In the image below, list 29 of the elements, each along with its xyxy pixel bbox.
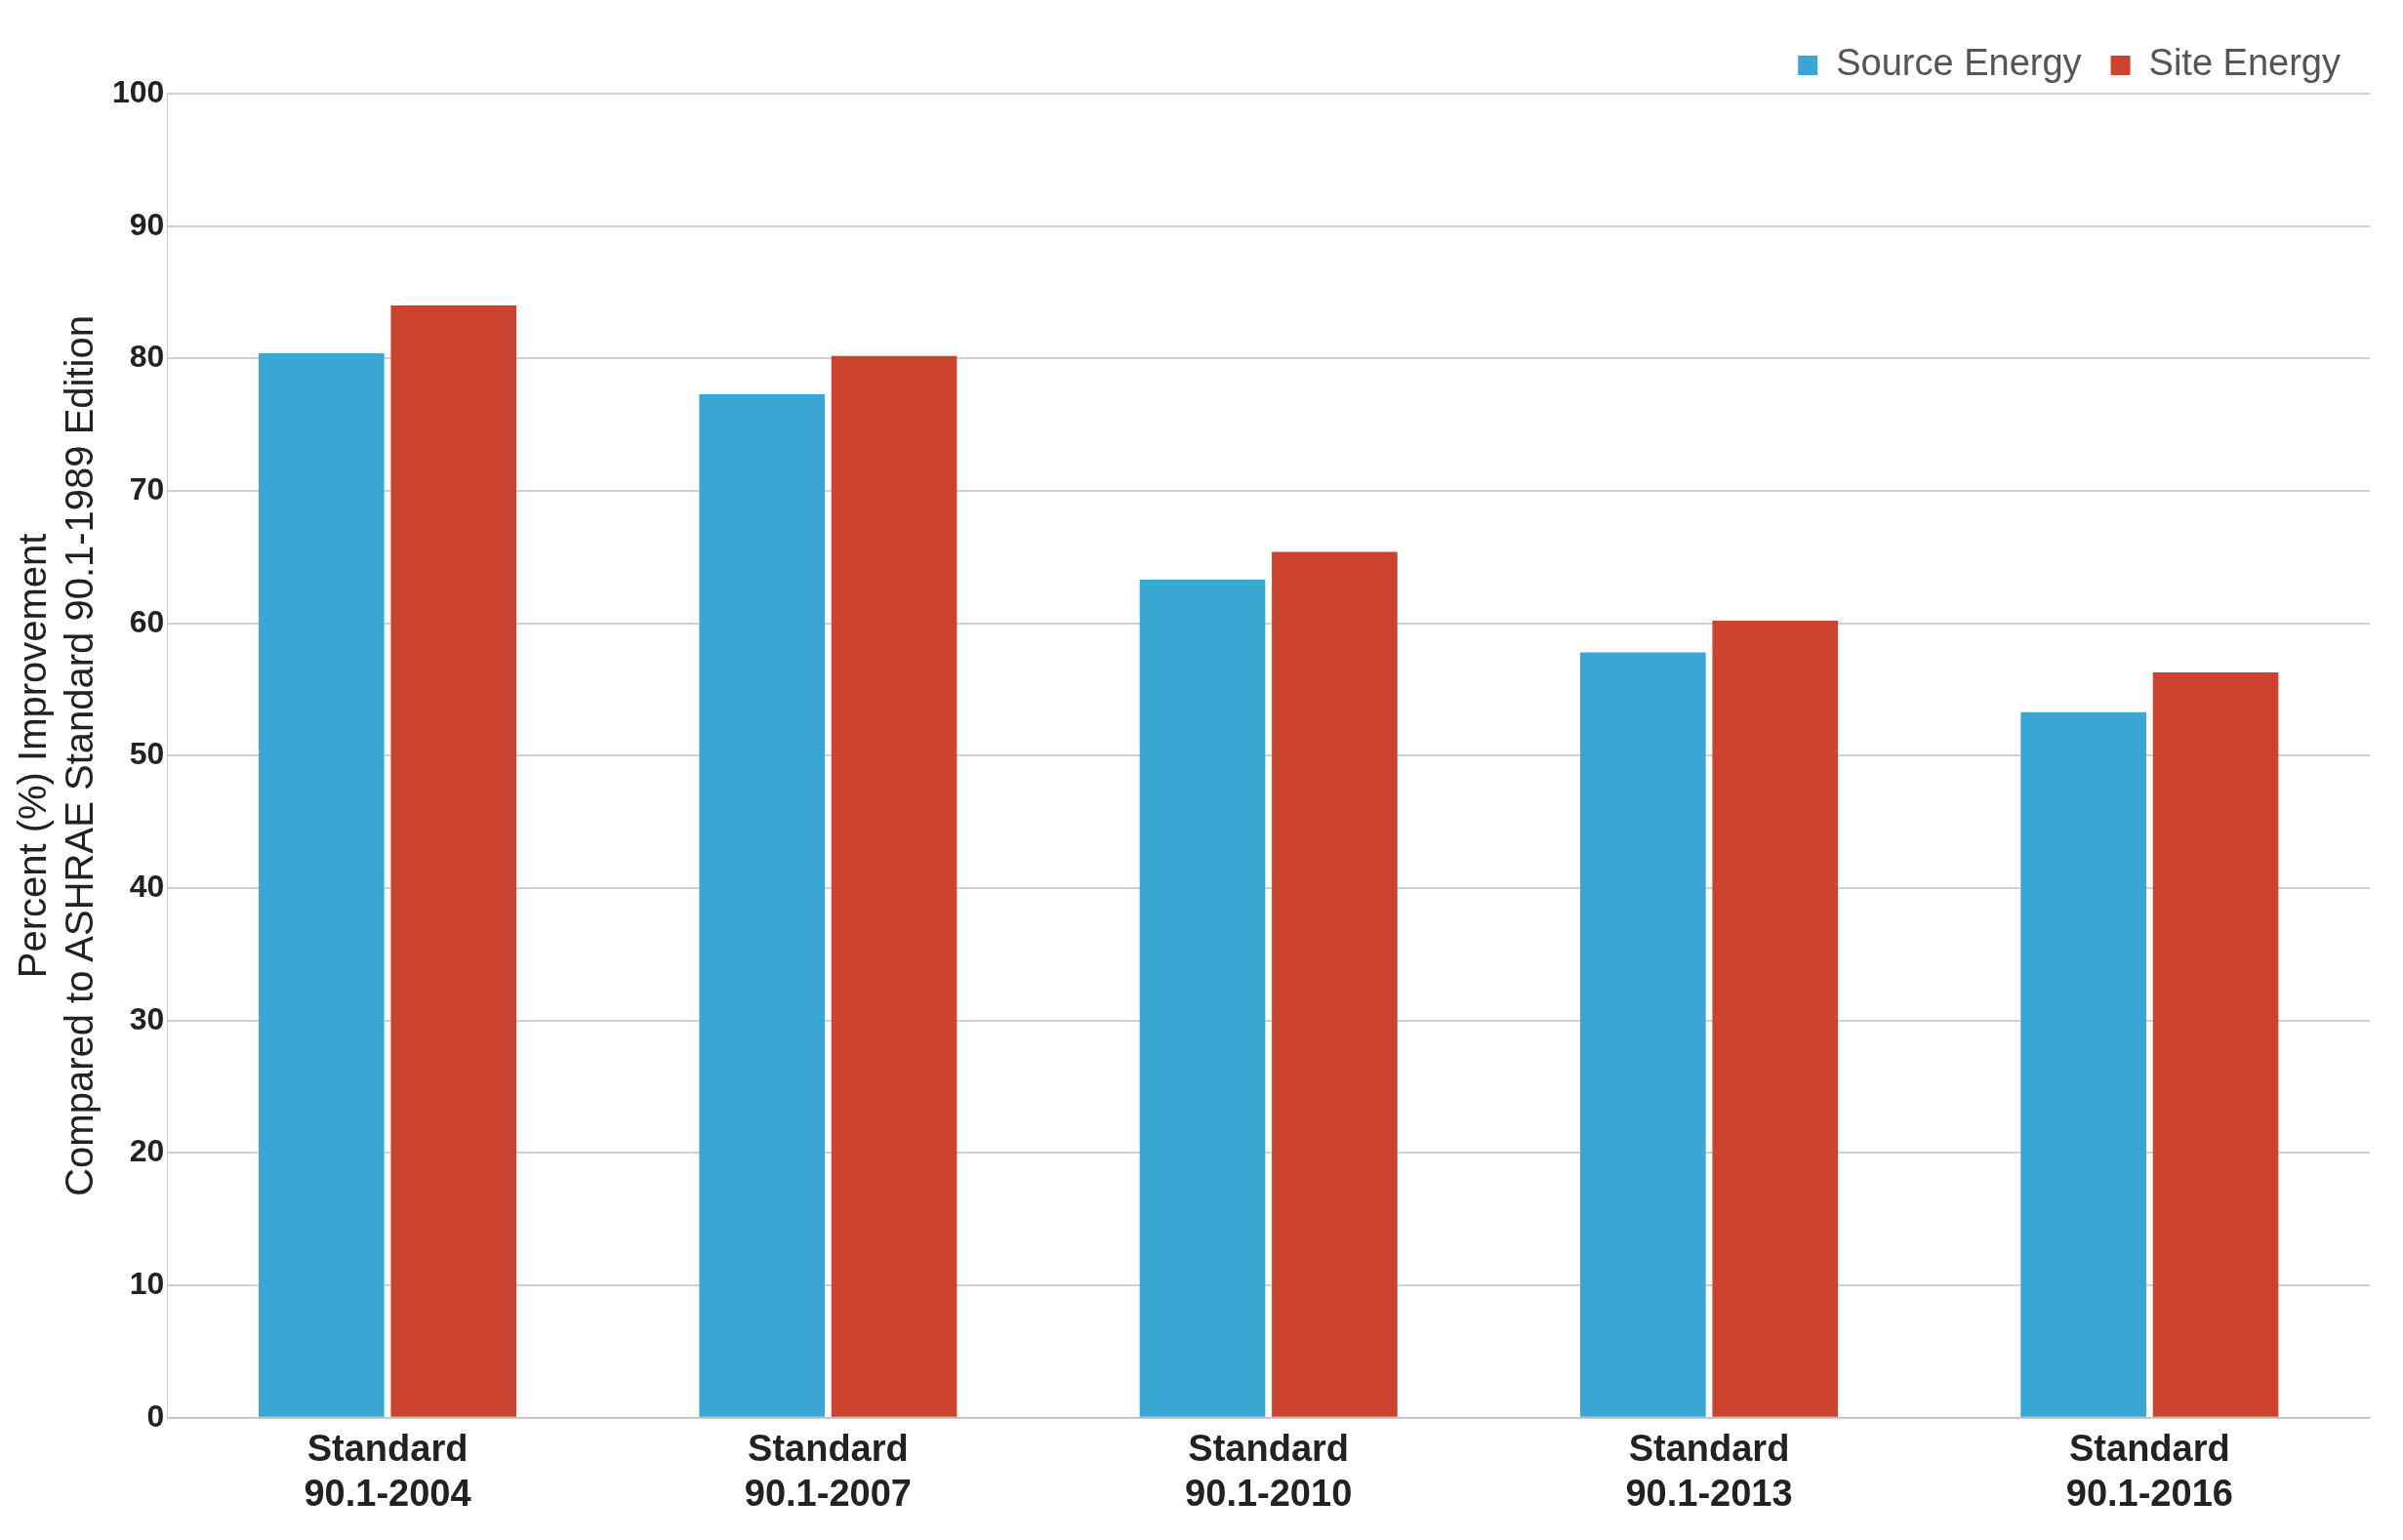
y-tick-label: 10: [129, 1265, 165, 1301]
legend-label: Site Energy: [2148, 42, 2342, 84]
bar: [1139, 579, 1266, 1417]
y-tick-label: 50: [129, 736, 165, 772]
y-axis-title: Percent (%) Improvement Compared to ASHRAE Standard 90.1-1989 Edition: [11, 315, 102, 1196]
bar: [2020, 711, 2146, 1417]
bar: [1272, 551, 1398, 1417]
x-tick-label: Standard 90.1-2013: [1625, 1428, 1793, 1514]
bar: [831, 355, 957, 1417]
y-tick-label: 80: [129, 339, 165, 375]
y-tick-label: 90: [129, 206, 165, 242]
bar: [390, 305, 517, 1417]
y-tick-label: 70: [129, 470, 165, 507]
y-tick-label: 20: [129, 1133, 165, 1169]
x-tick-label: Standard 90.1-2016: [2065, 1428, 2233, 1514]
x-tick-label: Standard 90.1-2010: [1185, 1428, 1353, 1514]
bar: [1580, 652, 1706, 1417]
x-tick-label: Standard 90.1-2004: [304, 1428, 471, 1514]
bar: [1712, 621, 1839, 1417]
bar: [699, 393, 825, 1417]
y-tick-label: 60: [129, 603, 165, 639]
y-tick-label: 40: [129, 868, 165, 904]
y-tick-label: 100: [112, 73, 165, 109]
y-tick-label: 0: [146, 1398, 165, 1434]
x-tick-label: Standard 90.1-2007: [744, 1428, 912, 1514]
y-tick-label: 30: [129, 1000, 165, 1036]
bar: [259, 352, 385, 1417]
legend-label: Source Energy: [1836, 42, 2082, 84]
bar: [2152, 671, 2279, 1417]
